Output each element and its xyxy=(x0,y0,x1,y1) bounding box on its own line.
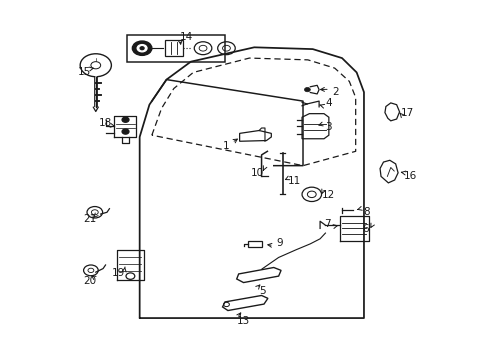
Circle shape xyxy=(132,41,152,55)
Text: 1: 1 xyxy=(222,140,229,150)
Text: 3: 3 xyxy=(325,122,331,132)
Text: 14: 14 xyxy=(179,32,192,41)
Text: 6: 6 xyxy=(362,225,368,234)
Circle shape xyxy=(137,45,147,52)
Text: 15: 15 xyxy=(78,67,91,77)
Text: 12: 12 xyxy=(321,190,334,200)
Bar xyxy=(248,241,262,247)
Text: 18: 18 xyxy=(99,118,112,128)
Bar xyxy=(127,35,224,62)
Circle shape xyxy=(122,129,129,134)
Text: 13: 13 xyxy=(236,316,249,325)
Text: 4: 4 xyxy=(325,98,331,108)
Text: 8: 8 xyxy=(363,207,369,217)
Text: 7: 7 xyxy=(324,219,330,229)
Text: 19: 19 xyxy=(112,267,125,278)
Circle shape xyxy=(304,87,310,92)
Text: 21: 21 xyxy=(82,214,96,224)
Text: 10: 10 xyxy=(251,168,264,178)
Text: 17: 17 xyxy=(401,108,414,118)
Text: 2: 2 xyxy=(332,87,338,97)
Text: 20: 20 xyxy=(82,276,96,286)
Text: 16: 16 xyxy=(403,171,416,181)
Circle shape xyxy=(122,117,129,122)
Text: 5: 5 xyxy=(259,286,265,296)
Text: 9: 9 xyxy=(276,238,283,248)
Circle shape xyxy=(140,47,144,50)
Text: 11: 11 xyxy=(287,176,300,186)
Bar xyxy=(164,40,182,56)
